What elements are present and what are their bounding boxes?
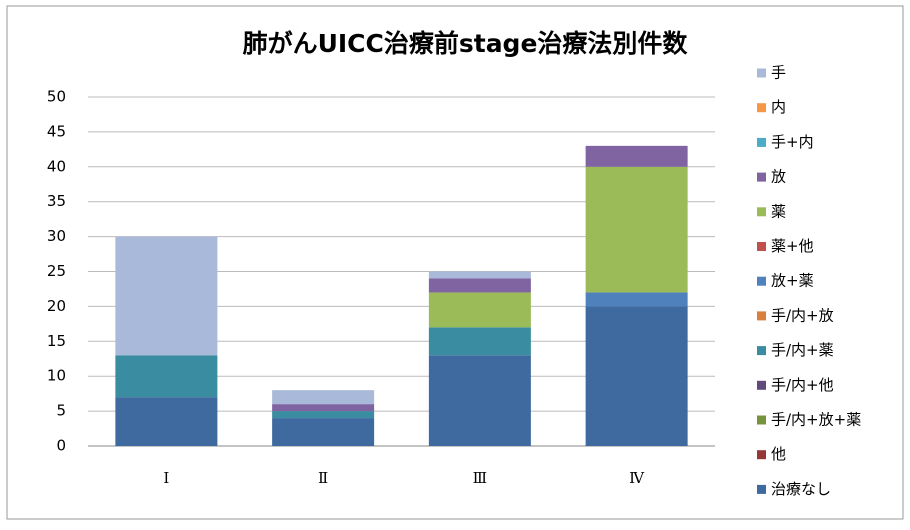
bar-segment bbox=[428, 278, 531, 293]
bar-segment bbox=[428, 271, 531, 279]
bar-segment bbox=[585, 166, 688, 293]
legend-swatch bbox=[757, 276, 766, 286]
legend-swatch bbox=[757, 415, 766, 425]
y-tick-label: 5 bbox=[56, 402, 66, 420]
legend-label: 薬+他 bbox=[771, 237, 814, 255]
legend-swatch bbox=[757, 311, 766, 321]
legend-swatch bbox=[757, 242, 766, 251]
x-tick-label: Ⅲ bbox=[473, 469, 487, 487]
x-tick-label: Ⅳ bbox=[629, 469, 645, 487]
legend-swatch bbox=[757, 484, 766, 494]
legend-swatch bbox=[757, 172, 766, 182]
legend-label: 内 bbox=[771, 98, 786, 116]
y-tick-label: 0 bbox=[56, 437, 66, 455]
y-tick-label: 25 bbox=[47, 262, 66, 280]
y-tick-label: 45 bbox=[47, 122, 66, 140]
y-tick-label: 35 bbox=[47, 192, 66, 210]
bar-segment bbox=[428, 327, 531, 356]
bar-segment bbox=[428, 355, 531, 446]
bar-segment bbox=[272, 411, 375, 419]
y-tick-label: 10 bbox=[47, 367, 66, 385]
legend-label: 手+内 bbox=[771, 133, 814, 151]
legend-label: 治療なし bbox=[771, 480, 831, 498]
legend-swatch bbox=[757, 137, 766, 147]
legend-label: 他 bbox=[771, 445, 786, 463]
legend-swatch bbox=[757, 450, 766, 460]
legend-label: 薬 bbox=[771, 202, 786, 220]
legend-label: 手/内+他 bbox=[771, 376, 834, 394]
bar-segment bbox=[585, 306, 688, 446]
legend-label: 手/内+薬 bbox=[771, 341, 834, 359]
bar-segment bbox=[585, 145, 688, 167]
y-tick-label: 40 bbox=[47, 157, 66, 175]
legend-swatch bbox=[757, 380, 766, 390]
legend-swatch bbox=[757, 207, 766, 217]
y-tick-label: 50 bbox=[47, 88, 66, 106]
y-tick-label: 20 bbox=[47, 297, 66, 315]
legend-label: 手/内+放+薬 bbox=[771, 411, 861, 429]
bar-segment bbox=[272, 390, 375, 405]
bar-segment bbox=[428, 292, 531, 328]
chart-title: 肺がんUICC治療前stage治療法別件数 bbox=[243, 29, 689, 58]
bar-segment bbox=[115, 355, 218, 398]
bar-segment bbox=[115, 397, 218, 446]
legend-label: 放+薬 bbox=[771, 272, 814, 290]
bar-segment bbox=[585, 292, 688, 307]
x-tick-label: Ⅰ bbox=[163, 469, 169, 487]
bar-segment bbox=[272, 418, 375, 446]
legend-label: 手 bbox=[771, 64, 786, 82]
legend-swatch bbox=[757, 346, 766, 356]
legend-label: 手/内+放 bbox=[771, 306, 834, 324]
legend-swatch bbox=[757, 103, 766, 113]
y-tick-label: 30 bbox=[47, 227, 66, 245]
x-tick-label: Ⅱ bbox=[318, 469, 328, 487]
bar-segment bbox=[115, 236, 218, 356]
legend-label: 放 bbox=[771, 168, 786, 186]
bar-segment bbox=[272, 404, 375, 412]
legend-swatch bbox=[757, 68, 766, 78]
y-tick-label: 15 bbox=[47, 332, 66, 350]
